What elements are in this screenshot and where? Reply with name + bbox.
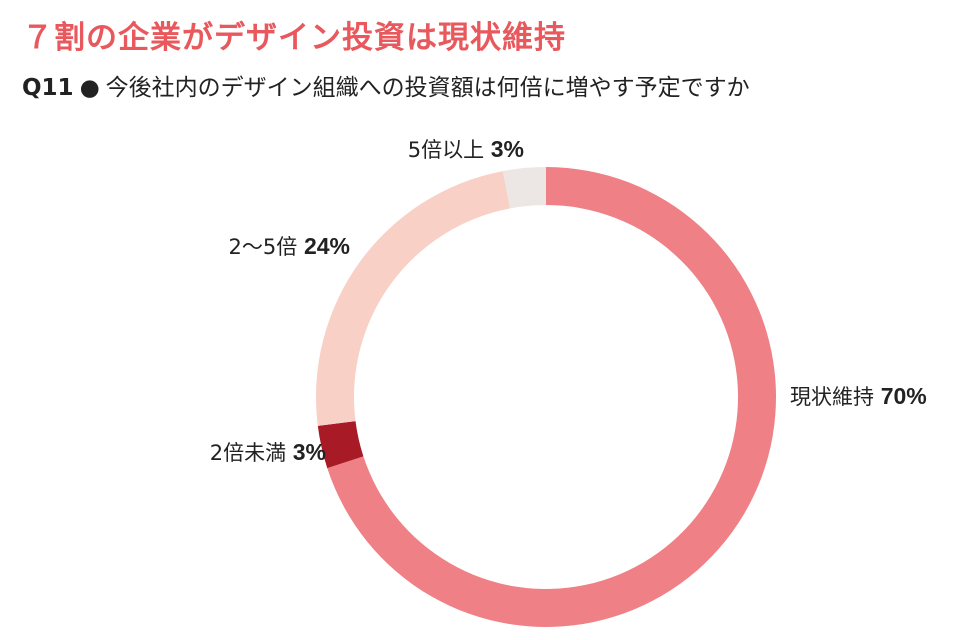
slice-label-value: 3%: [491, 136, 524, 162]
slice-label-value: 70%: [881, 383, 927, 409]
slice-label-3: 2〜5倍 24%: [229, 233, 350, 259]
donut-slices: [316, 167, 776, 627]
slice-label-4: 5倍以上 3%: [408, 136, 524, 162]
question-text: 今後社内のデザイン組織への投資額は何倍に増やす予定ですか: [105, 75, 750, 101]
slice-label-name: 現状維持: [790, 385, 881, 409]
slice-label-name: 5倍以上: [408, 138, 491, 162]
slice-label-2: 2倍未満 3%: [210, 439, 326, 465]
slice-label-name: 2倍未満: [210, 441, 293, 465]
slice-label-value: 3%: [293, 439, 326, 465]
donut-slice-3: [316, 171, 511, 426]
donut-slice-4: [502, 167, 546, 209]
slice-label-1: 現状維持 70%: [790, 383, 927, 409]
donut-slice-2: [317, 421, 364, 469]
slice-label-value: 24%: [304, 233, 350, 259]
bullet-icon: ●: [79, 75, 100, 101]
question-number: Q11: [22, 75, 74, 101]
chart-title: ７割の企業がデザイン投資は現状維持: [22, 20, 566, 56]
question-subtitle: Q11 ● 今後社内のデザイン組織への投資額は何倍に増やす予定ですか: [22, 68, 750, 102]
slice-label-name: 2〜5倍: [229, 235, 304, 259]
slice-labels: 現状維持 70% 2倍未満 3% 2〜5倍 24% 5倍以上 3%: [210, 136, 927, 465]
